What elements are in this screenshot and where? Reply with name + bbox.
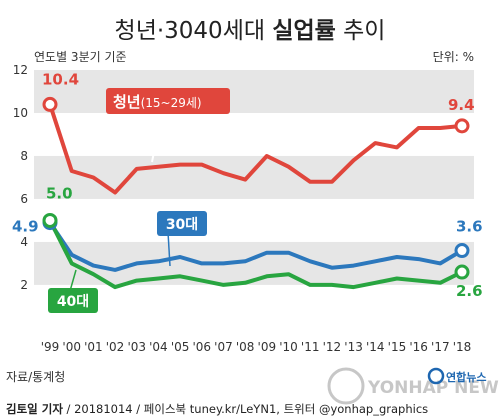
youth-label-box [106,88,230,114]
data-label: 4.9 [12,218,39,236]
x-tick-label: '04 [149,340,168,354]
data-point-marker [42,96,58,112]
x-tick-label: '06 [193,340,212,354]
unit-label: 단위: % [433,50,474,64]
x-tick-label: '01 [84,340,103,354]
data-point-marker [454,243,470,259]
grid-band [34,70,474,113]
chart-subtitle: 연도별 3분기 기준 [34,50,127,64]
series-line [48,218,464,290]
thirties-label-box [157,211,207,236]
x-tick-label: '10 [279,340,298,354]
data-point-marker [454,118,470,134]
forties-label-box [48,288,98,313]
youth-series-label: 청년(15~29세) [113,93,202,111]
forties-series-label: 40대 [57,294,89,310]
watermark-text: YONHAP NEWS [367,378,500,398]
series-line [48,102,464,195]
x-tick-label: '00 [62,340,81,354]
yonhap-brand-icon [427,367,445,385]
grid-band [34,155,474,199]
x-tick-label: '18 [453,340,472,354]
y-tick-label: 8 [20,149,28,163]
value-labels: 10.4 9.4 4.9 3.6 5.0 2.6 [12,70,483,300]
yonhap-logo-icon [327,367,365,405]
x-tick-label: '13 [344,340,363,354]
x-tick-label: '15 [388,340,407,354]
y-tick-label: 4 [20,235,28,249]
x-tick-label: '14 [366,340,385,354]
data-label: 10.4 [42,70,79,88]
credit-line: 김토일 기자 / 20181014 / 페이스북 tuney.kr/LeYN1,… [6,402,428,416]
data-point-marker [454,264,470,280]
data-label: 2.6 [456,282,483,300]
x-axis-labels: '99'00'01'02'03'04'05'06'07'08'09'10'11 '… [41,340,472,354]
end-markers [42,96,470,280]
y-axis-labels: 2 4 6 8 10 12 [13,63,28,292]
source-note: 자료/통계청 [6,370,65,384]
data-label: 3.6 [456,218,483,236]
thirties-series-callout: 30대 [157,211,207,267]
yonhap-watermark: YONHAP NEWS [327,367,500,405]
x-tick-label: '12 [323,340,342,354]
x-tick-label: '07 [214,340,233,354]
y-tick-label: 12 [13,63,28,77]
x-tick-label: '02 [106,340,125,354]
x-tick-label: '08 [236,340,255,354]
x-tick-label: '99 [41,340,60,354]
brand-text: 연합뉴스 [446,370,486,384]
y-tick-label: 10 [13,106,28,120]
data-label: 5.0 [46,184,73,202]
y-tick-label: 2 [20,278,28,292]
chart-title: 청년·3040세대 실업률 추이 [115,18,386,44]
data-point-marker [42,212,58,228]
series-lines [48,102,464,290]
series-line [48,220,464,272]
data-label: 9.4 [448,96,475,114]
x-tick-label: '11 [301,340,320,354]
x-tick-label: '17 [431,340,450,354]
youth-series-callout: 청년(15~29세) [106,88,230,163]
thirties-series-label: 30대 [166,217,198,233]
y-tick-label: 6 [20,192,28,206]
yonhap-brand: 연합뉴스 [427,367,486,385]
x-tick-label: '05 [171,340,190,354]
grid-bands [34,70,474,285]
x-tick-label: '16 [409,340,428,354]
x-tick-label: '09 [258,340,277,354]
forties-series-callout: 40대 [48,269,98,313]
x-tick-label: '03 [127,340,146,354]
